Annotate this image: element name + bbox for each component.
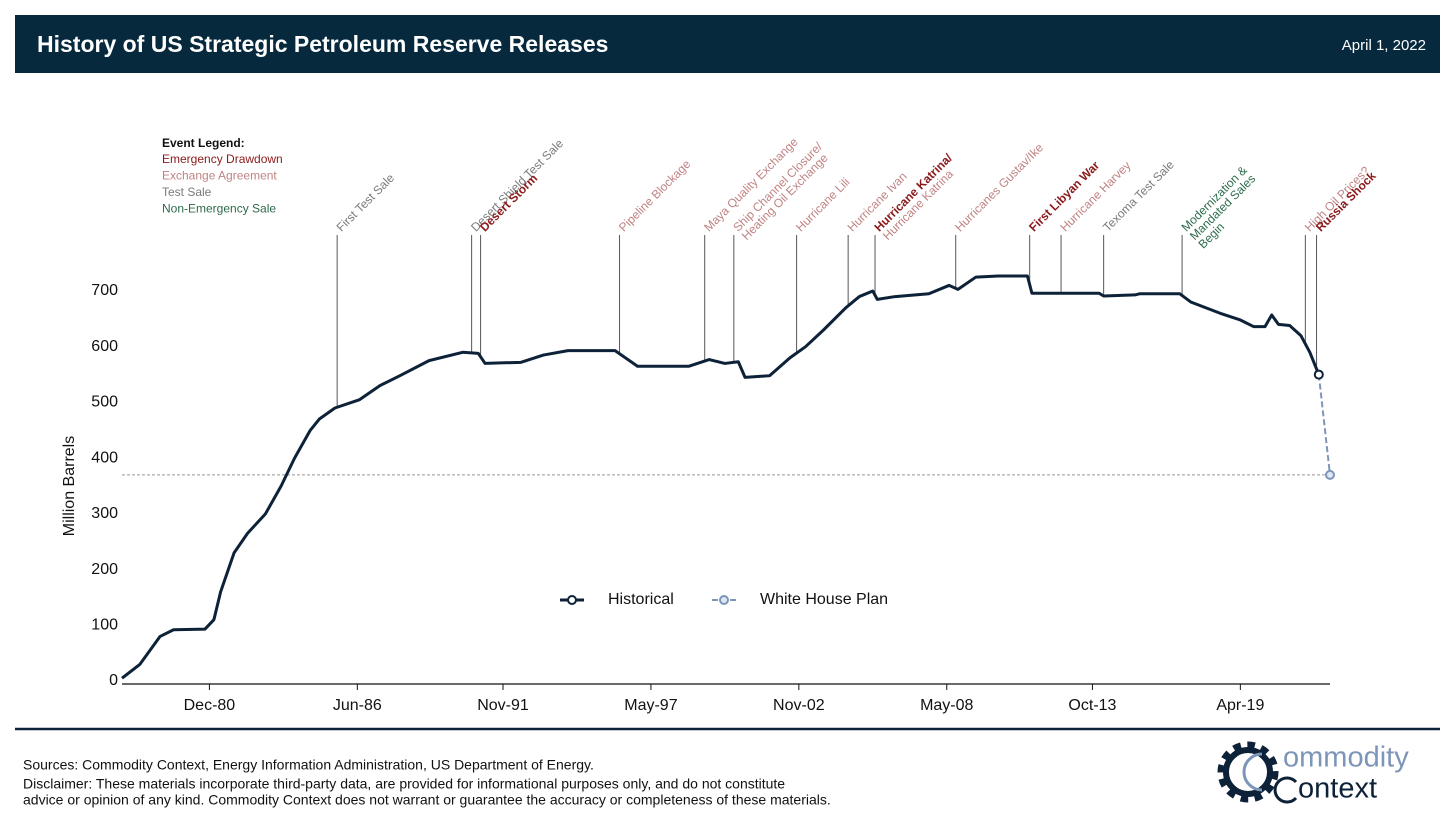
title: History of US Strategic Petroleum Reserv… — [37, 31, 608, 57]
logo-text: ontext — [1298, 773, 1377, 805]
y-tick-label: 300 — [91, 505, 118, 522]
disclaimer: advice or opinion of any kind. Commodity… — [23, 792, 831, 808]
event-text: Desert Storm — [477, 171, 540, 234]
event-text: First Test Sale — [334, 171, 398, 235]
legend-marker — [719, 595, 729, 605]
end-marker — [1325, 469, 1335, 480]
logo-c — [1273, 776, 1298, 804]
logo: ommodity ontext — [1217, 741, 1409, 805]
event-label: Pipeline Blockage — [616, 157, 694, 235]
legend-label: White House Plan — [760, 591, 888, 608]
event-text: Heating Oil Exchange — [739, 151, 831, 243]
event-text: Pipeline Blockage — [616, 157, 694, 235]
header-bar — [15, 15, 1440, 73]
y-tick-label: 100 — [91, 617, 118, 634]
x-tick-label: May-08 — [920, 697, 973, 714]
series-line — [121, 274, 1321, 680]
event-label: First Test Sale — [334, 171, 398, 235]
x-tick-label: Nov-91 — [477, 697, 529, 714]
event-label: Russia Shock — [1313, 169, 1379, 235]
event-text: Russia Shock — [1313, 169, 1379, 235]
x-tick-label: Nov-02 — [773, 697, 825, 714]
y-tick-label: 700 — [91, 282, 118, 299]
logo-c — [1242, 752, 1263, 792]
y-tick-label: 600 — [91, 338, 118, 355]
y-tick-label: 500 — [91, 394, 118, 411]
x-tick-label: Jun-86 — [333, 697, 382, 714]
logo-gear — [1223, 747, 1273, 797]
series-line — [1317, 374, 1331, 475]
y-tick-label: 200 — [91, 561, 118, 578]
disclaimer: Disclaimer: These materials incorporate … — [23, 776, 785, 792]
y-axis-label: Million Barrels — [61, 436, 78, 536]
y-tick-label: 400 — [91, 449, 118, 466]
end-marker — [1313, 369, 1324, 380]
event-legend-item: Emergency Drawdown — [162, 152, 283, 166]
x-tick-label: Oct-13 — [1068, 697, 1116, 714]
logo-text: ommodity — [1283, 742, 1409, 774]
event-label: Desert Storm — [477, 171, 540, 234]
x-tick-label: Apr-19 — [1216, 697, 1264, 714]
event-legend-title: Event Legend: — [162, 136, 245, 150]
event-legend-item: Exchange Agreement — [162, 169, 277, 183]
x-tick-label: May-97 — [624, 697, 677, 714]
legend-marker — [567, 595, 577, 605]
legend-label: Historical — [608, 591, 674, 608]
date: April 1, 2022 — [1342, 37, 1426, 54]
sources: Sources: Commodity Context, Energy Infor… — [23, 757, 594, 773]
x-tick-label: Dec-80 — [184, 697, 236, 714]
y-tick-label: 0 — [109, 672, 118, 689]
event-legend-item: Test Sale — [162, 185, 212, 199]
event-legend-item: Non-Emergency Sale — [162, 202, 276, 216]
